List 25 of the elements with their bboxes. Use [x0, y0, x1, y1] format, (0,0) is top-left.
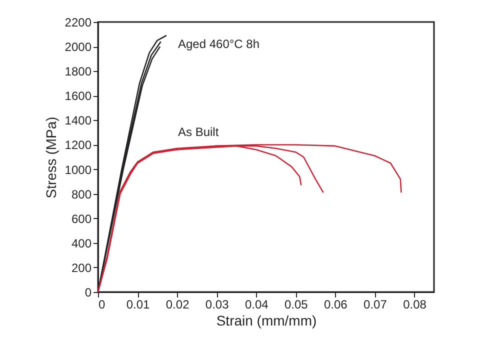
x-tick-label: 0.04 [244, 298, 269, 312]
y-tick-label: 200 [71, 260, 92, 275]
y-tick-label: 2000 [64, 40, 92, 54]
y-tick-label: 1800 [64, 64, 92, 79]
x-tick-label: 0.06 [324, 298, 348, 312]
y-tick-label: 1200 [64, 138, 92, 152]
y-tick-label: 400 [71, 236, 92, 250]
y-axis-title: Stress (MPa) [42, 116, 59, 198]
y-tick-label: 1000 [64, 162, 92, 177]
x-tick-label: 0 [98, 298, 106, 312]
x-tick-label: 0.01 [126, 298, 150, 312]
annotation: As Built [178, 125, 220, 139]
x-tick-label: 0.02 [166, 298, 190, 312]
y-tick-label: 2200 [64, 16, 92, 30]
annotation: Aged 460°C 8h [178, 37, 260, 51]
y-tick-label: 1600 [64, 89, 92, 104]
y-tick-label: 800 [71, 187, 92, 202]
y-tick-label: 0 [84, 286, 92, 300]
x-tick-label: 0.07 [364, 298, 388, 312]
y-tick-label: 600 [71, 212, 92, 226]
y-tick-label: 1400 [64, 114, 92, 128]
x-axis-title: Strain (mm/mm) [216, 312, 317, 328]
x-tick-label: 0.03 [205, 298, 230, 312]
x-tick-label: 0.08 [403, 298, 427, 312]
x-tick-label: 0.05 [284, 298, 308, 312]
